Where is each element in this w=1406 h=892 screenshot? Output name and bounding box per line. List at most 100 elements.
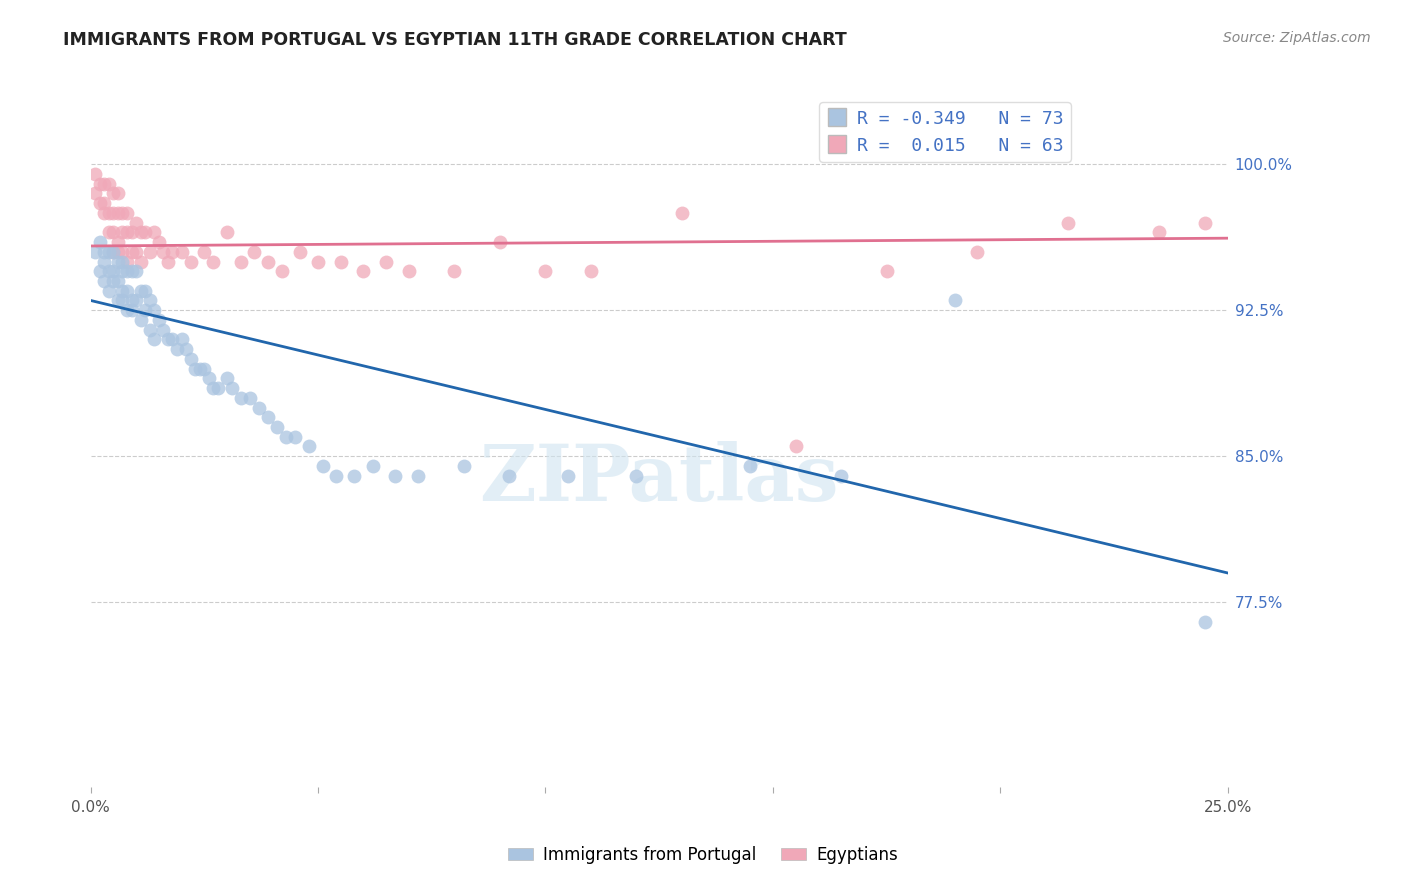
Point xyxy=(97,264,120,278)
Point xyxy=(121,264,143,278)
Point xyxy=(311,458,333,473)
Point xyxy=(125,244,148,259)
Point xyxy=(384,468,406,483)
Legend: R = -0.349   N = 73, R =  0.015   N = 63: R = -0.349 N = 73, R = 0.015 N = 63 xyxy=(820,103,1071,161)
Point xyxy=(115,206,138,220)
Point xyxy=(89,235,111,249)
Point xyxy=(97,284,120,298)
Point xyxy=(202,254,225,268)
Point xyxy=(103,264,125,278)
Point xyxy=(243,244,266,259)
Point xyxy=(180,254,202,268)
Point xyxy=(125,216,148,230)
Point xyxy=(671,206,693,220)
Point xyxy=(229,391,252,405)
Point xyxy=(111,244,134,259)
Point xyxy=(534,264,557,278)
Point xyxy=(121,303,143,318)
Point xyxy=(93,254,115,268)
Point xyxy=(111,264,134,278)
Point xyxy=(93,274,115,288)
Point xyxy=(103,244,125,259)
Point xyxy=(103,186,125,201)
Point xyxy=(785,439,807,453)
Point xyxy=(489,235,512,249)
Point xyxy=(193,361,215,376)
Point xyxy=(84,244,107,259)
Point xyxy=(103,225,125,239)
Point xyxy=(84,186,107,201)
Point xyxy=(876,264,898,278)
Point xyxy=(89,196,111,211)
Point xyxy=(107,293,129,308)
Point xyxy=(121,225,143,239)
Point xyxy=(943,293,966,308)
Point xyxy=(1149,225,1171,239)
Point xyxy=(557,468,579,483)
Point xyxy=(375,254,398,268)
Point xyxy=(270,264,292,278)
Point xyxy=(129,254,152,268)
Point xyxy=(198,371,221,385)
Point xyxy=(129,284,152,298)
Point xyxy=(107,186,129,201)
Point xyxy=(139,323,162,337)
Point xyxy=(247,401,270,415)
Legend: Immigrants from Portugal, Egyptians: Immigrants from Portugal, Egyptians xyxy=(502,839,904,871)
Point xyxy=(276,430,298,444)
Point xyxy=(361,458,384,473)
Point xyxy=(288,244,311,259)
Point xyxy=(1194,216,1216,230)
Point xyxy=(266,420,288,434)
Point xyxy=(134,284,156,298)
Point xyxy=(115,264,138,278)
Point xyxy=(89,177,111,191)
Point xyxy=(143,225,166,239)
Point xyxy=(97,177,120,191)
Point xyxy=(221,381,243,395)
Point xyxy=(343,468,366,483)
Point xyxy=(93,177,115,191)
Point xyxy=(134,303,156,318)
Point xyxy=(257,410,280,425)
Point xyxy=(579,264,602,278)
Point xyxy=(89,264,111,278)
Point xyxy=(207,381,229,395)
Point xyxy=(139,293,162,308)
Point xyxy=(93,244,115,259)
Point xyxy=(188,361,211,376)
Point xyxy=(626,468,648,483)
Point xyxy=(97,206,120,220)
Point xyxy=(174,342,197,356)
Point xyxy=(148,313,170,327)
Point xyxy=(143,303,166,318)
Point xyxy=(162,332,184,346)
Point xyxy=(443,264,465,278)
Point xyxy=(107,206,129,220)
Point xyxy=(97,244,120,259)
Point xyxy=(148,235,170,249)
Point xyxy=(239,391,262,405)
Point xyxy=(162,244,184,259)
Point xyxy=(498,468,520,483)
Point xyxy=(184,361,207,376)
Point xyxy=(257,254,280,268)
Point xyxy=(156,254,179,268)
Point xyxy=(229,254,252,268)
Point xyxy=(152,244,174,259)
Point xyxy=(353,264,375,278)
Point xyxy=(121,244,143,259)
Point xyxy=(166,342,188,356)
Point xyxy=(103,274,125,288)
Point xyxy=(152,323,174,337)
Point xyxy=(121,293,143,308)
Point xyxy=(325,468,347,483)
Point xyxy=(115,225,138,239)
Point xyxy=(111,206,134,220)
Point xyxy=(1194,615,1216,629)
Point xyxy=(84,167,107,181)
Point xyxy=(215,225,238,239)
Point xyxy=(111,254,134,268)
Text: Source: ZipAtlas.com: Source: ZipAtlas.com xyxy=(1223,31,1371,45)
Point xyxy=(103,244,125,259)
